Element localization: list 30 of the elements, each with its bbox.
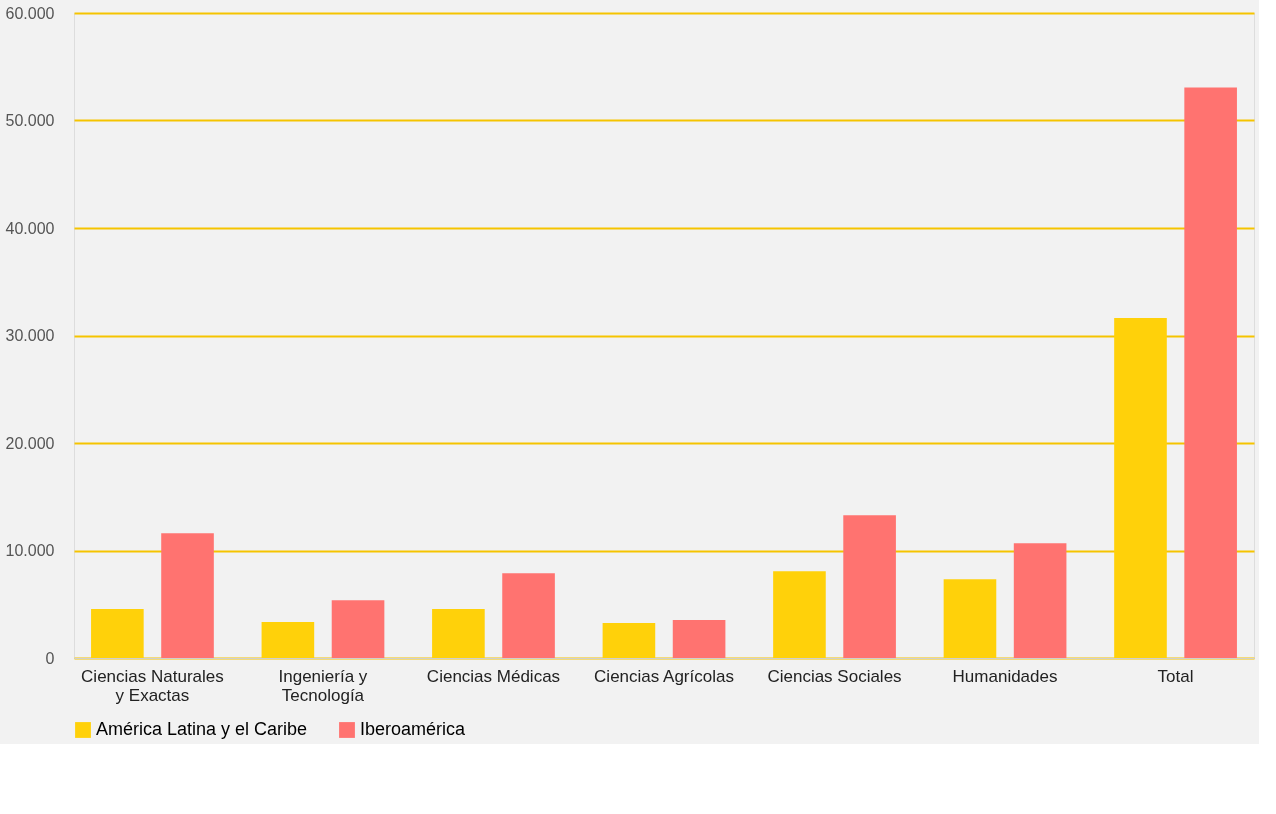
y-tick-label: 40.000 (5, 219, 55, 237)
bar (672, 620, 726, 658)
x-tick-label: Ingeniería y Tecnología (278, 666, 368, 705)
bar (1184, 87, 1237, 658)
bar (1114, 317, 1167, 658)
x-tick-label: Ciencias Sociales (767, 666, 902, 686)
y-tick-label: 0 (45, 649, 55, 667)
y-tick-label: 30.000 (5, 327, 55, 344)
legend-label: Iberoamérica (360, 719, 467, 739)
y-tick-label: 50.000 (5, 112, 55, 129)
bar (91, 609, 144, 658)
bar (1013, 543, 1067, 658)
bar (602, 623, 656, 658)
bar (843, 515, 896, 658)
bar (502, 573, 555, 658)
x-tick-label: Humanidades (952, 666, 1058, 686)
bar (432, 609, 485, 658)
y-tick-label: 60.000 (5, 4, 55, 22)
x-tick-label: Ciencias Agrícolas (594, 666, 734, 686)
bar (331, 600, 385, 658)
y-tick-label: 10.000 (5, 542, 55, 559)
bar (161, 533, 214, 658)
y-tick-label: 20.000 (5, 434, 55, 452)
legend-label: América Latina y el Caribe (96, 719, 308, 739)
bar (261, 622, 315, 658)
bar (943, 579, 997, 658)
x-tick-label: Total (1157, 666, 1194, 686)
x-tick-label: Ciencias Médicas (426, 666, 561, 686)
x-tick-label: Ciencias Naturales y Exactas (81, 666, 224, 705)
bar (773, 571, 826, 658)
